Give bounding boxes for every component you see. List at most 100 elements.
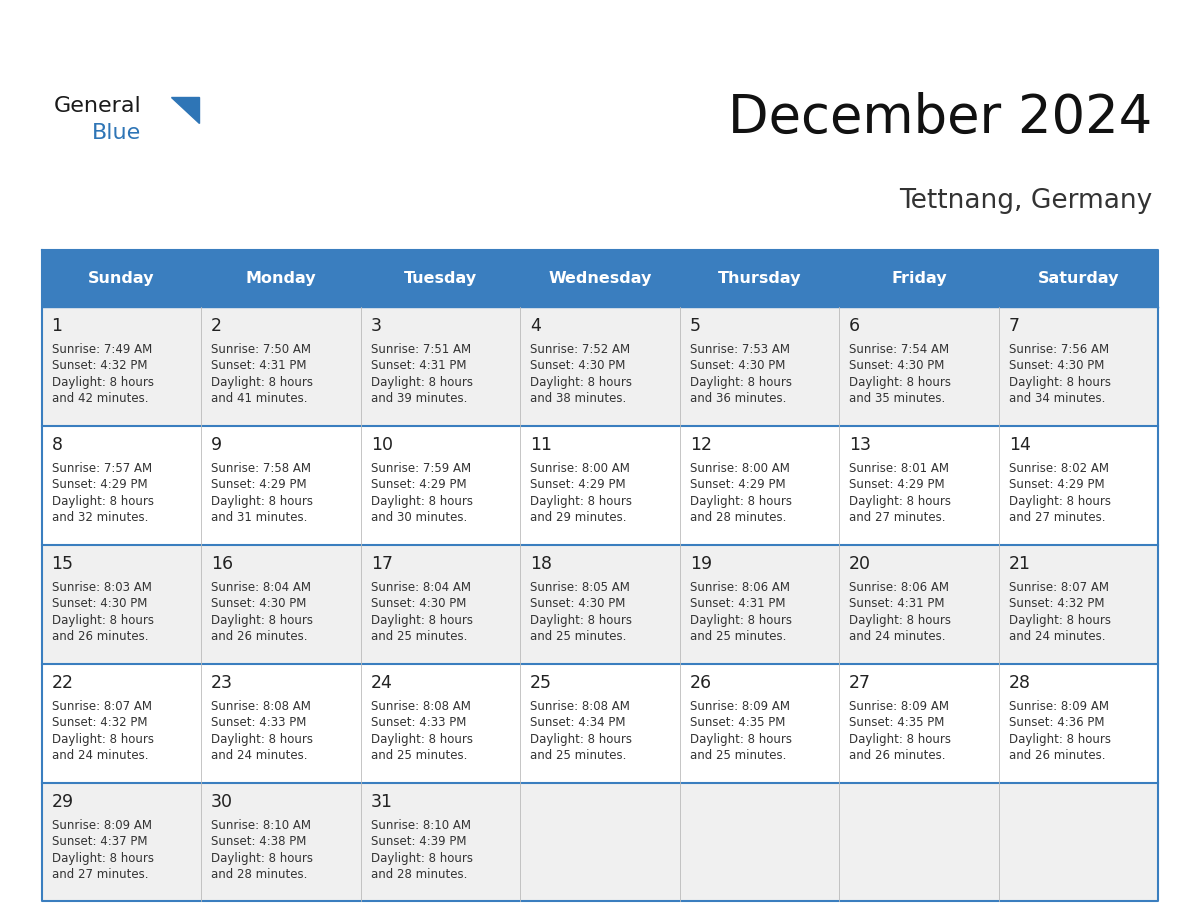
- Text: Daylight: 8 hours: Daylight: 8 hours: [371, 375, 473, 388]
- Text: and 30 minutes.: and 30 minutes.: [371, 511, 467, 524]
- Text: 18: 18: [530, 554, 552, 573]
- Text: 31: 31: [371, 792, 393, 811]
- Text: and 27 minutes.: and 27 minutes.: [51, 868, 148, 881]
- Text: Sunset: 4:29 PM: Sunset: 4:29 PM: [530, 478, 626, 491]
- Text: Daylight: 8 hours: Daylight: 8 hours: [530, 495, 632, 508]
- Text: Daylight: 8 hours: Daylight: 8 hours: [530, 613, 632, 627]
- Text: Daylight: 8 hours: Daylight: 8 hours: [1009, 495, 1111, 508]
- Text: and 25 minutes.: and 25 minutes.: [371, 749, 467, 762]
- Text: and 34 minutes.: and 34 minutes.: [1009, 392, 1105, 405]
- Text: and 24 minutes.: and 24 minutes.: [211, 749, 308, 762]
- Text: 9: 9: [211, 435, 222, 453]
- Text: Tuesday: Tuesday: [404, 271, 476, 285]
- Text: Sunrise: 8:08 AM: Sunrise: 8:08 AM: [530, 700, 630, 712]
- Text: General: General: [53, 96, 141, 117]
- Text: 15: 15: [51, 554, 74, 573]
- Text: and 26 minutes.: and 26 minutes.: [211, 630, 308, 643]
- Text: Daylight: 8 hours: Daylight: 8 hours: [51, 733, 153, 745]
- Text: Daylight: 8 hours: Daylight: 8 hours: [1009, 733, 1111, 745]
- Text: and 25 minutes.: and 25 minutes.: [530, 630, 626, 643]
- Text: 8: 8: [51, 435, 63, 453]
- Text: Sunset: 4:30 PM: Sunset: 4:30 PM: [530, 359, 626, 372]
- Text: Sunset: 4:31 PM: Sunset: 4:31 PM: [211, 359, 307, 372]
- Text: Sunset: 4:36 PM: Sunset: 4:36 PM: [1009, 716, 1105, 729]
- Text: Sunrise: 8:04 AM: Sunrise: 8:04 AM: [371, 580, 470, 594]
- Text: Daylight: 8 hours: Daylight: 8 hours: [849, 375, 952, 388]
- Text: Daylight: 8 hours: Daylight: 8 hours: [1009, 613, 1111, 627]
- Bar: [42, 250, 1158, 307]
- Text: and 25 minutes.: and 25 minutes.: [371, 630, 467, 643]
- Text: Daylight: 8 hours: Daylight: 8 hours: [371, 495, 473, 508]
- Text: Wednesday: Wednesday: [548, 271, 652, 285]
- Text: Sunrise: 7:58 AM: Sunrise: 7:58 AM: [211, 462, 311, 475]
- Text: Sunrise: 8:01 AM: Sunrise: 8:01 AM: [849, 462, 949, 475]
- Text: Sunrise: 7:53 AM: Sunrise: 7:53 AM: [690, 342, 790, 355]
- Text: Sunset: 4:30 PM: Sunset: 4:30 PM: [530, 597, 626, 610]
- Text: and 26 minutes.: and 26 minutes.: [51, 630, 148, 643]
- Text: Sunrise: 7:59 AM: Sunrise: 7:59 AM: [371, 462, 470, 475]
- Text: 4: 4: [530, 317, 541, 335]
- Text: Daylight: 8 hours: Daylight: 8 hours: [51, 375, 153, 388]
- Text: Daylight: 8 hours: Daylight: 8 hours: [371, 733, 473, 745]
- Text: 24: 24: [371, 674, 392, 691]
- Text: 6: 6: [849, 317, 860, 335]
- Text: Sunrise: 7:50 AM: Sunrise: 7:50 AM: [211, 342, 311, 355]
- Text: Sunrise: 8:10 AM: Sunrise: 8:10 AM: [371, 819, 470, 832]
- Bar: [42, 664, 1158, 782]
- Text: Daylight: 8 hours: Daylight: 8 hours: [530, 375, 632, 388]
- Text: Tettnang, Germany: Tettnang, Germany: [899, 188, 1152, 214]
- Text: Thursday: Thursday: [718, 271, 801, 285]
- Text: Daylight: 8 hours: Daylight: 8 hours: [690, 375, 791, 388]
- Text: 27: 27: [849, 674, 871, 691]
- Text: 14: 14: [1009, 435, 1031, 453]
- Text: Sunrise: 8:00 AM: Sunrise: 8:00 AM: [530, 462, 630, 475]
- Text: Blue: Blue: [91, 123, 140, 143]
- Text: Sunrise: 7:56 AM: Sunrise: 7:56 AM: [1009, 342, 1108, 355]
- Text: Saturday: Saturday: [1038, 271, 1119, 285]
- Text: 5: 5: [690, 317, 701, 335]
- Text: Sunrise: 7:54 AM: Sunrise: 7:54 AM: [849, 342, 949, 355]
- Text: Sunset: 4:29 PM: Sunset: 4:29 PM: [690, 478, 785, 491]
- Text: Sunset: 4:29 PM: Sunset: 4:29 PM: [211, 478, 307, 491]
- Text: Sunset: 4:31 PM: Sunset: 4:31 PM: [371, 359, 466, 372]
- Text: and 25 minutes.: and 25 minutes.: [530, 749, 626, 762]
- Text: and 24 minutes.: and 24 minutes.: [1009, 630, 1105, 643]
- Text: Sunrise: 8:08 AM: Sunrise: 8:08 AM: [211, 700, 311, 712]
- Text: and 25 minutes.: and 25 minutes.: [690, 749, 786, 762]
- Text: Sunset: 4:33 PM: Sunset: 4:33 PM: [371, 716, 466, 729]
- Text: Daylight: 8 hours: Daylight: 8 hours: [211, 375, 314, 388]
- Text: Sunset: 4:30 PM: Sunset: 4:30 PM: [1009, 359, 1104, 372]
- Text: Daylight: 8 hours: Daylight: 8 hours: [849, 733, 952, 745]
- Text: 10: 10: [371, 435, 393, 453]
- Text: 22: 22: [51, 674, 74, 691]
- Text: Monday: Monday: [246, 271, 316, 285]
- Text: and 35 minutes.: and 35 minutes.: [849, 392, 946, 405]
- Text: and 36 minutes.: and 36 minutes.: [690, 392, 786, 405]
- Text: Sunrise: 8:05 AM: Sunrise: 8:05 AM: [530, 580, 630, 594]
- Text: and 41 minutes.: and 41 minutes.: [211, 392, 308, 405]
- Text: Sunrise: 8:06 AM: Sunrise: 8:06 AM: [690, 580, 790, 594]
- Text: Sunset: 4:32 PM: Sunset: 4:32 PM: [51, 716, 147, 729]
- Text: 19: 19: [690, 554, 712, 573]
- Text: Sunrise: 8:09 AM: Sunrise: 8:09 AM: [849, 700, 949, 712]
- Text: Sunrise: 8:08 AM: Sunrise: 8:08 AM: [371, 700, 470, 712]
- Text: Daylight: 8 hours: Daylight: 8 hours: [211, 613, 314, 627]
- Text: Sunset: 4:31 PM: Sunset: 4:31 PM: [690, 597, 785, 610]
- Text: Sunset: 4:30 PM: Sunset: 4:30 PM: [211, 597, 307, 610]
- Text: Sunset: 4:35 PM: Sunset: 4:35 PM: [849, 716, 944, 729]
- Text: December 2024: December 2024: [728, 92, 1152, 144]
- Text: 11: 11: [530, 435, 552, 453]
- Text: 23: 23: [211, 674, 233, 691]
- Text: Daylight: 8 hours: Daylight: 8 hours: [51, 613, 153, 627]
- Text: Sunrise: 8:07 AM: Sunrise: 8:07 AM: [1009, 580, 1108, 594]
- Text: Sunrise: 8:09 AM: Sunrise: 8:09 AM: [690, 700, 790, 712]
- Text: Sunset: 4:38 PM: Sunset: 4:38 PM: [211, 835, 307, 848]
- Text: and 39 minutes.: and 39 minutes.: [371, 392, 467, 405]
- Text: Daylight: 8 hours: Daylight: 8 hours: [530, 733, 632, 745]
- Text: Sunset: 4:31 PM: Sunset: 4:31 PM: [849, 597, 944, 610]
- Text: Sunrise: 7:52 AM: Sunrise: 7:52 AM: [530, 342, 631, 355]
- Text: Sunset: 4:30 PM: Sunset: 4:30 PM: [690, 359, 785, 372]
- Bar: [42, 426, 1158, 544]
- Text: Daylight: 8 hours: Daylight: 8 hours: [211, 733, 314, 745]
- Text: Sunrise: 8:10 AM: Sunrise: 8:10 AM: [211, 819, 311, 832]
